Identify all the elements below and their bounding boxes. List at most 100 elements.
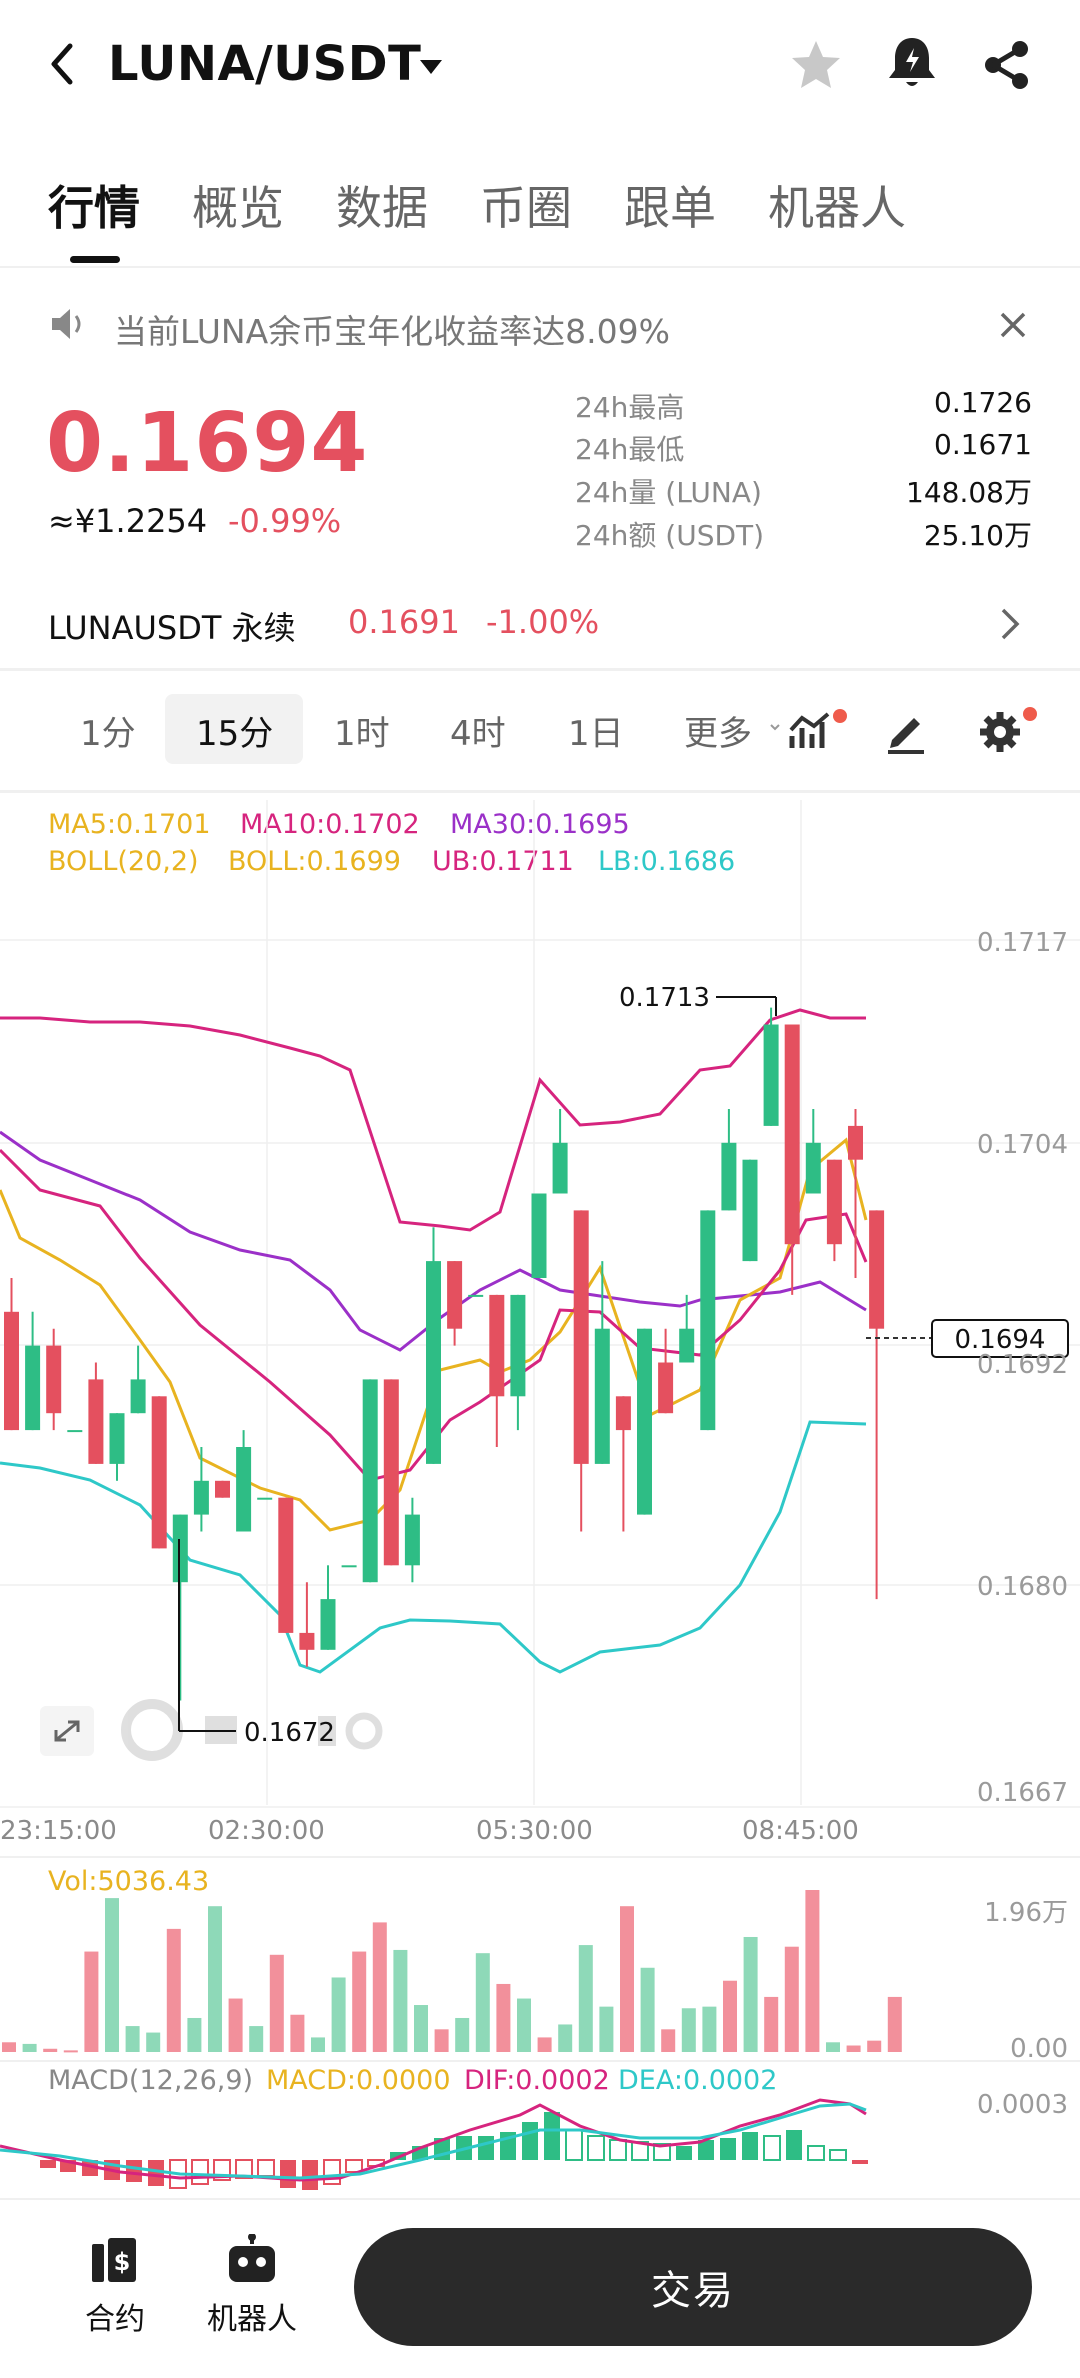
star-icon[interactable] <box>788 38 844 92</box>
divider <box>0 266 1080 268</box>
volume-bar <box>558 2024 573 2052</box>
chevron-right-icon[interactable] <box>998 606 1022 642</box>
candle <box>763 1007 779 1126</box>
candle-body <box>362 1379 378 1583</box>
candle <box>67 1430 83 1433</box>
macd-params: MACD(12,26,9) <box>48 2065 254 2096</box>
expand-chart-button[interactable] <box>40 1706 94 1756</box>
macd-chart <box>0 2098 868 2190</box>
candle-body <box>615 1396 631 1431</box>
candle-body <box>531 1193 547 1278</box>
chevron-down-icon[interactable] <box>770 722 780 732</box>
gear-icon[interactable] <box>978 704 1040 754</box>
volume-bar <box>434 2029 449 2052</box>
low-label: 0.1672 <box>244 1718 335 1748</box>
timeframe-1m[interactable]: 1分 <box>80 714 136 754</box>
indicator-icon[interactable] <box>788 706 850 756</box>
back-icon[interactable] <box>44 40 80 88</box>
tab-copy-trading[interactable]: 跟单 <box>624 181 716 235</box>
candle-body <box>67 1430 83 1433</box>
divider <box>0 668 1080 671</box>
candle <box>25 1311 41 1431</box>
candle-body <box>552 1142 568 1194</box>
stat-value: 25.10万 <box>923 519 1032 552</box>
time-axis-label: 23:15:00 <box>0 1816 117 1846</box>
candle-body <box>193 1480 209 1515</box>
tab-community[interactable]: 币圈 <box>480 181 572 235</box>
volume-axis-top: 1.96万 <box>984 1898 1068 1928</box>
candle <box>637 1328 652 1515</box>
timeframe-4h[interactable]: 4时 <box>450 714 506 754</box>
close-icon[interactable] <box>998 310 1028 340</box>
candle <box>426 1227 441 1464</box>
dropdown-caret-icon[interactable] <box>418 58 444 76</box>
candle-body <box>172 1514 188 1583</box>
volume-bar <box>290 2014 305 2052</box>
ma30-value: MA30:0.1695 <box>450 809 630 840</box>
candle-body <box>763 1024 779 1126</box>
macd-value: MACD:0.0000 <box>266 2065 451 2096</box>
candle-body <box>236 1447 252 1532</box>
trade-button[interactable]: 交易 <box>354 2228 1032 2346</box>
candle-body <box>468 1294 484 1297</box>
volume-bar <box>187 2017 202 2052</box>
macd-axis-top: 0.0003 <box>977 2090 1068 2120</box>
candle <box>151 1396 167 1549</box>
candle-body <box>447 1261 463 1329</box>
notice-text[interactable]: 当前LUNA余币宝年化收益率达8.09% <box>114 312 670 351</box>
candle <box>299 1582 315 1667</box>
bell-icon[interactable] <box>884 34 940 92</box>
candle <box>215 1480 230 1498</box>
candle-body <box>88 1379 104 1464</box>
candle-body <box>848 1125 863 1160</box>
time-axis-label: 08:45:00 <box>742 1816 859 1846</box>
volume-bar <box>826 2042 840 2052</box>
timeframe-15m[interactable]: 15分 <box>196 714 274 754</box>
volume-bar <box>517 1998 531 2052</box>
candle-body <box>826 1159 842 1245</box>
current-price-label: 0.1694 <box>955 1325 1046 1355</box>
candle-body <box>679 1328 695 1363</box>
tab-robot[interactable]: 机器人 <box>768 181 906 235</box>
robot-label: 机器人 <box>207 2302 297 2337</box>
candle <box>742 1159 758 1262</box>
candle <box>278 1497 294 1633</box>
tab-overview[interactable]: 概览 <box>192 181 284 235</box>
candle <box>721 1109 737 1211</box>
price-axis-label: 0.1667 <box>977 1778 1068 1808</box>
lb-value: LB:0.1686 <box>598 846 736 877</box>
volume-bar <box>537 2037 552 2052</box>
candle <box>848 1109 863 1278</box>
stat-label: 24h额 (USDT) <box>575 519 765 552</box>
candle-body <box>383 1379 399 1566</box>
candle-body <box>25 1345 41 1431</box>
stat-value: 0.1726 <box>934 386 1032 419</box>
stat-value: 148.08万 <box>906 476 1032 509</box>
pair-title[interactable]: LUNA/USDT <box>108 36 422 92</box>
share-icon[interactable] <box>980 38 1034 92</box>
candlestick-chart[interactable]: 0.1713 0.1672 0.1694 <box>0 790 1080 1840</box>
timeframe-1h[interactable]: 1时 <box>334 714 390 754</box>
draw-tool-icon[interactable] <box>884 708 930 754</box>
dif-line <box>0 2098 867 2182</box>
contract-nav-item[interactable]: $ 合约 <box>70 2234 160 2354</box>
candle <box>4 1278 19 1431</box>
robot-nav-item[interactable]: 机器人 <box>194 2233 310 2354</box>
candle-body <box>341 1565 357 1568</box>
candle <box>489 1294 505 1447</box>
divider <box>0 1856 1080 1858</box>
candle <box>615 1396 631 1532</box>
tab-market[interactable]: 行情 <box>48 181 140 235</box>
candle-body <box>426 1261 441 1464</box>
candle-body <box>278 1497 294 1633</box>
volume-bar <box>352 1951 367 2052</box>
perp-name: LUNAUSDT 永续 <box>48 609 296 647</box>
candle-body <box>510 1294 526 1397</box>
volume-bar <box>496 1983 511 2052</box>
timeframe-more[interactable]: 更多 <box>684 714 752 754</box>
timeframe-1d[interactable]: 1日 <box>568 714 624 754</box>
candle <box>826 1159 842 1262</box>
price-axis-label: 0.1717 <box>977 928 1068 958</box>
tab-data[interactable]: 数据 <box>336 181 428 235</box>
volume-bar <box>599 2006 614 2052</box>
